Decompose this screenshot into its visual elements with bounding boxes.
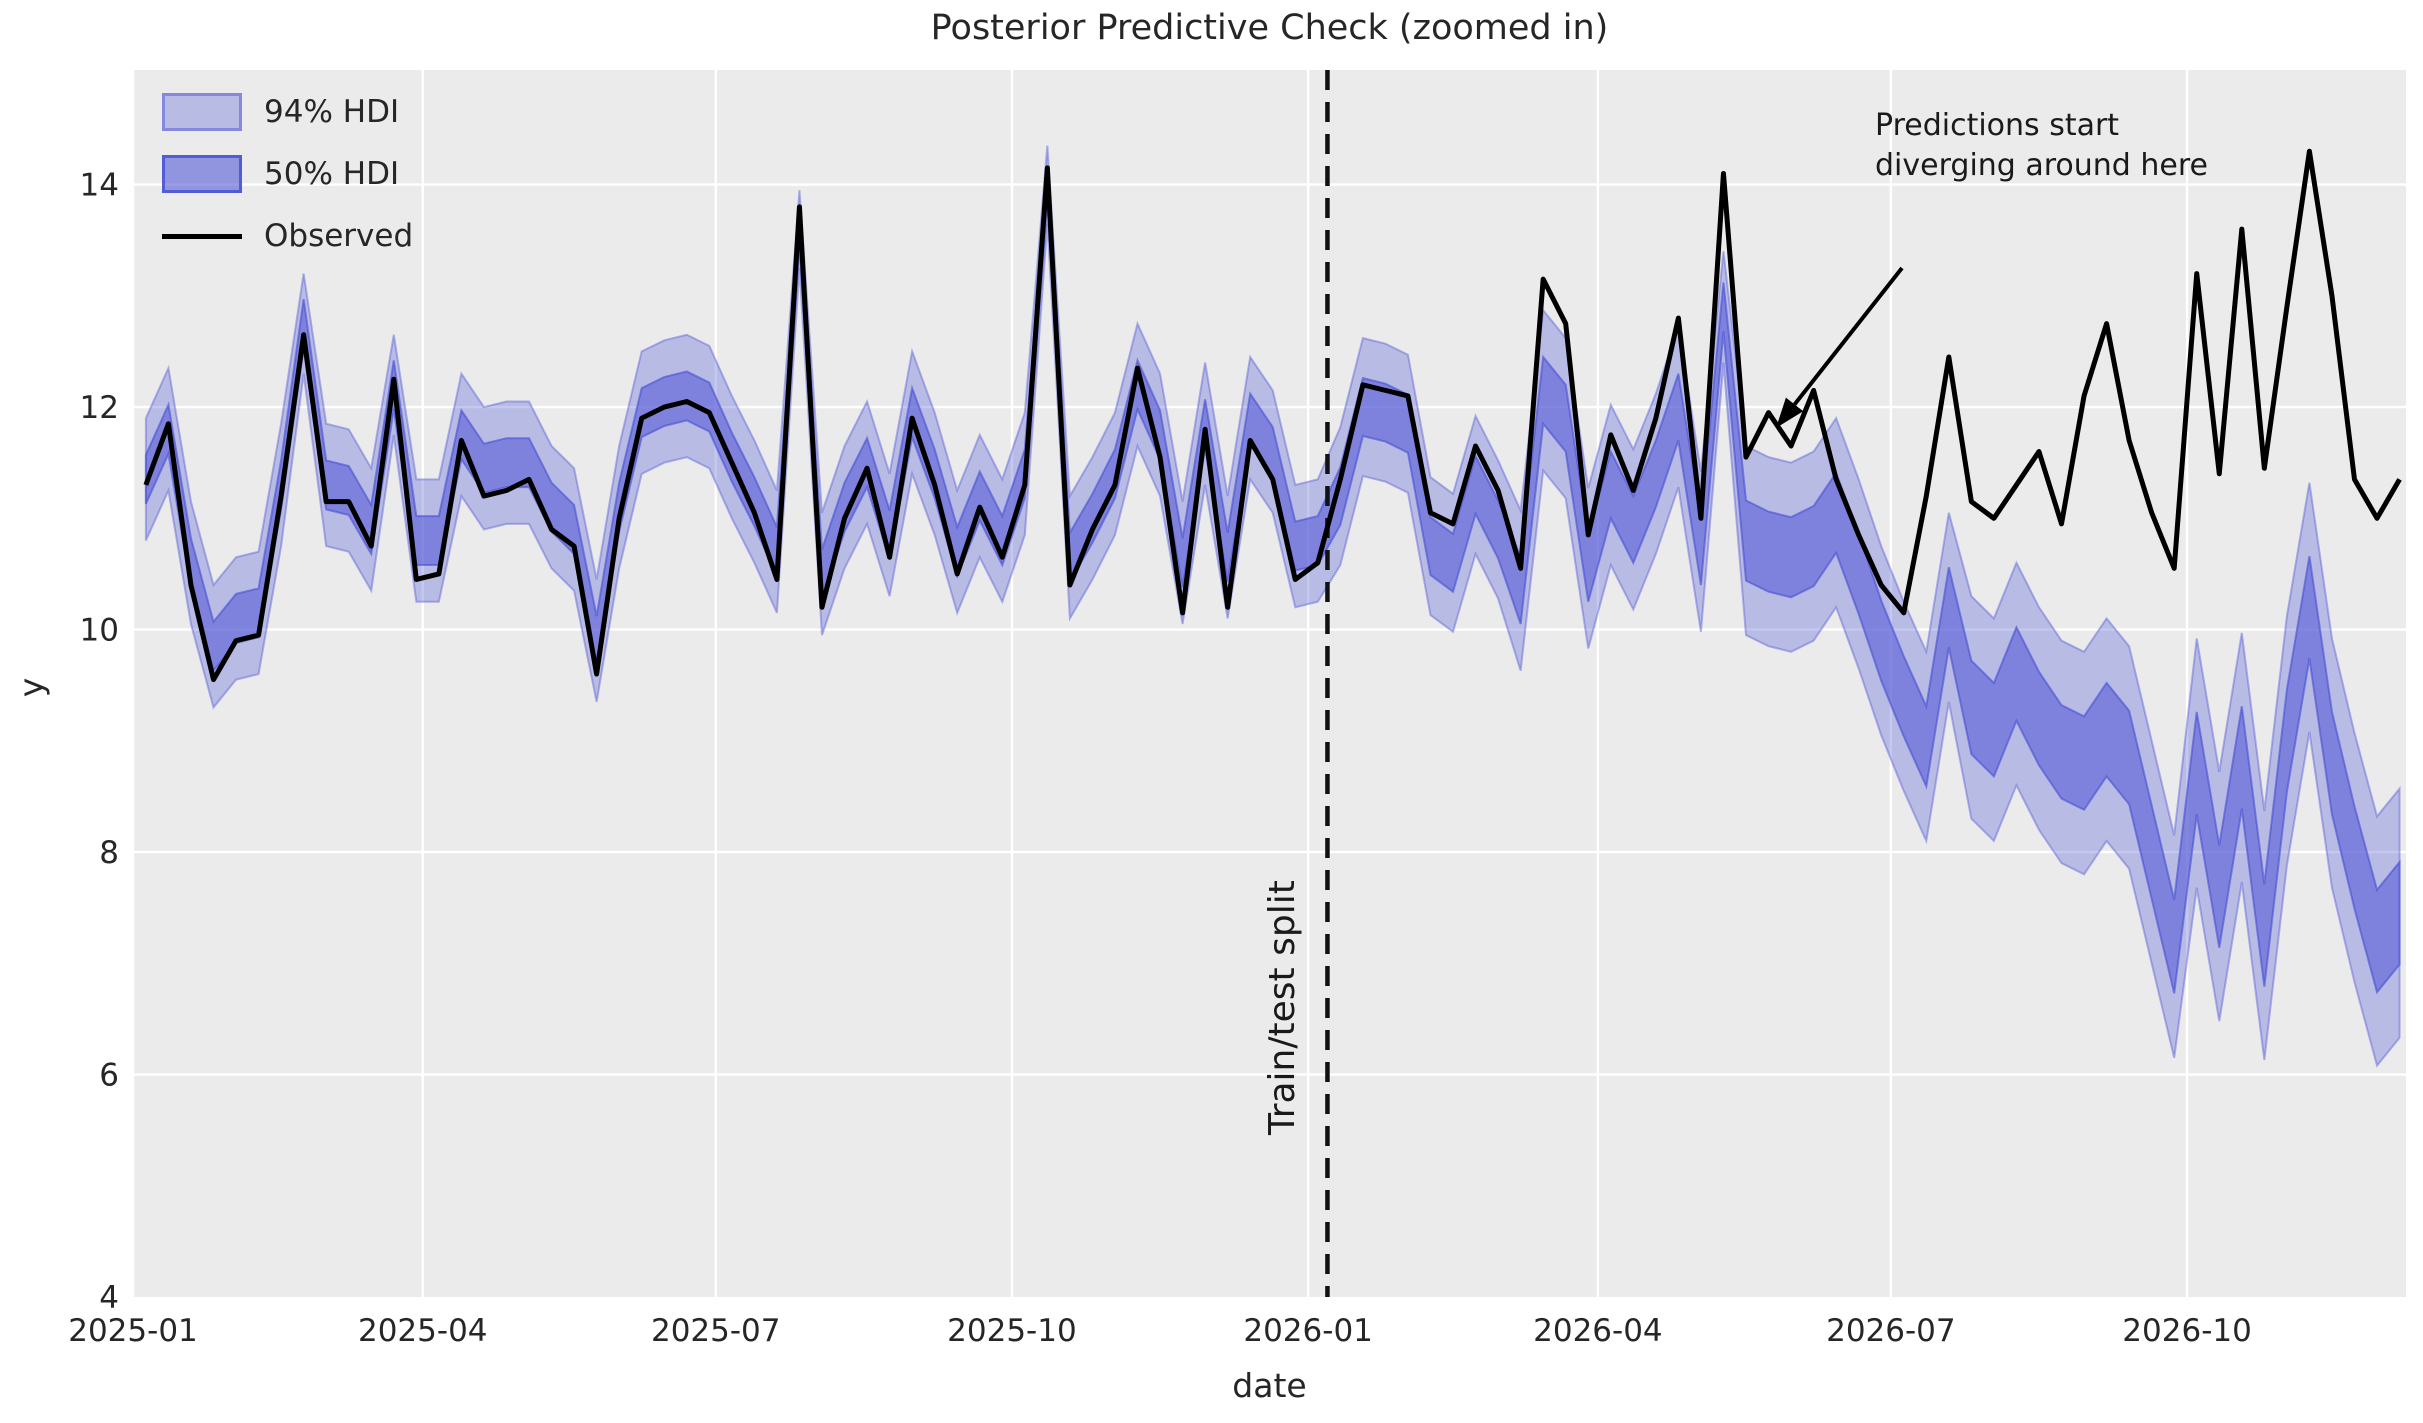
observed-line-swatch-icon (162, 233, 242, 239)
y-tick-label: 4 (99, 1280, 119, 1316)
legend: 94% HDI 50% HDI Observed (162, 88, 413, 260)
legend-item-observed: Observed (162, 212, 413, 260)
legend-label: 94% HDI (264, 94, 400, 130)
chart-title: Posterior Predictive Check (zoomed in) (930, 8, 1609, 48)
y-axis-label: y (11, 677, 51, 698)
legend-label: 50% HDI (264, 156, 400, 192)
y-tick-label: 10 (80, 613, 119, 649)
x-tick-label: 2026-01 (1243, 1313, 1373, 1349)
observed-line (143, 148, 2402, 683)
annotation-text: Predictions start diverging around here (1875, 108, 2208, 183)
50-hdi-band-swatch-icon (162, 155, 242, 193)
x-tick-label: 2025-07 (651, 1313, 781, 1349)
94-hdi-band-swatch-icon (162, 93, 242, 131)
y-tick-label: 14 (80, 168, 119, 204)
y-tick-label: 12 (80, 390, 119, 426)
hdi-94-band (144, 145, 2401, 1068)
train-test-split-label: Train/test split (1262, 880, 1303, 1135)
x-tick-label: 2025-10 (947, 1313, 1077, 1349)
x-tick-label: 2026-10 (2122, 1313, 2252, 1349)
x-tick-label: 2026-07 (1826, 1313, 1956, 1349)
y-tick-label: 6 (99, 1058, 119, 1094)
x-axis-label: date (1232, 1366, 1307, 1405)
legend-label: Observed (264, 218, 414, 254)
x-tick-label: 2026-04 (1533, 1313, 1663, 1349)
y-tick-label: 8 (99, 835, 119, 871)
annotation-arrow-head-icon (1776, 397, 1804, 428)
legend-item-50-hdi: 50% HDI (162, 150, 413, 198)
annotation-arrow-shaft (1792, 266, 1904, 406)
x-tick-label: 2025-04 (358, 1313, 488, 1349)
x-tick-label: 2025-01 (68, 1313, 198, 1349)
legend-item-94-hdi: 94% HDI (162, 88, 413, 136)
